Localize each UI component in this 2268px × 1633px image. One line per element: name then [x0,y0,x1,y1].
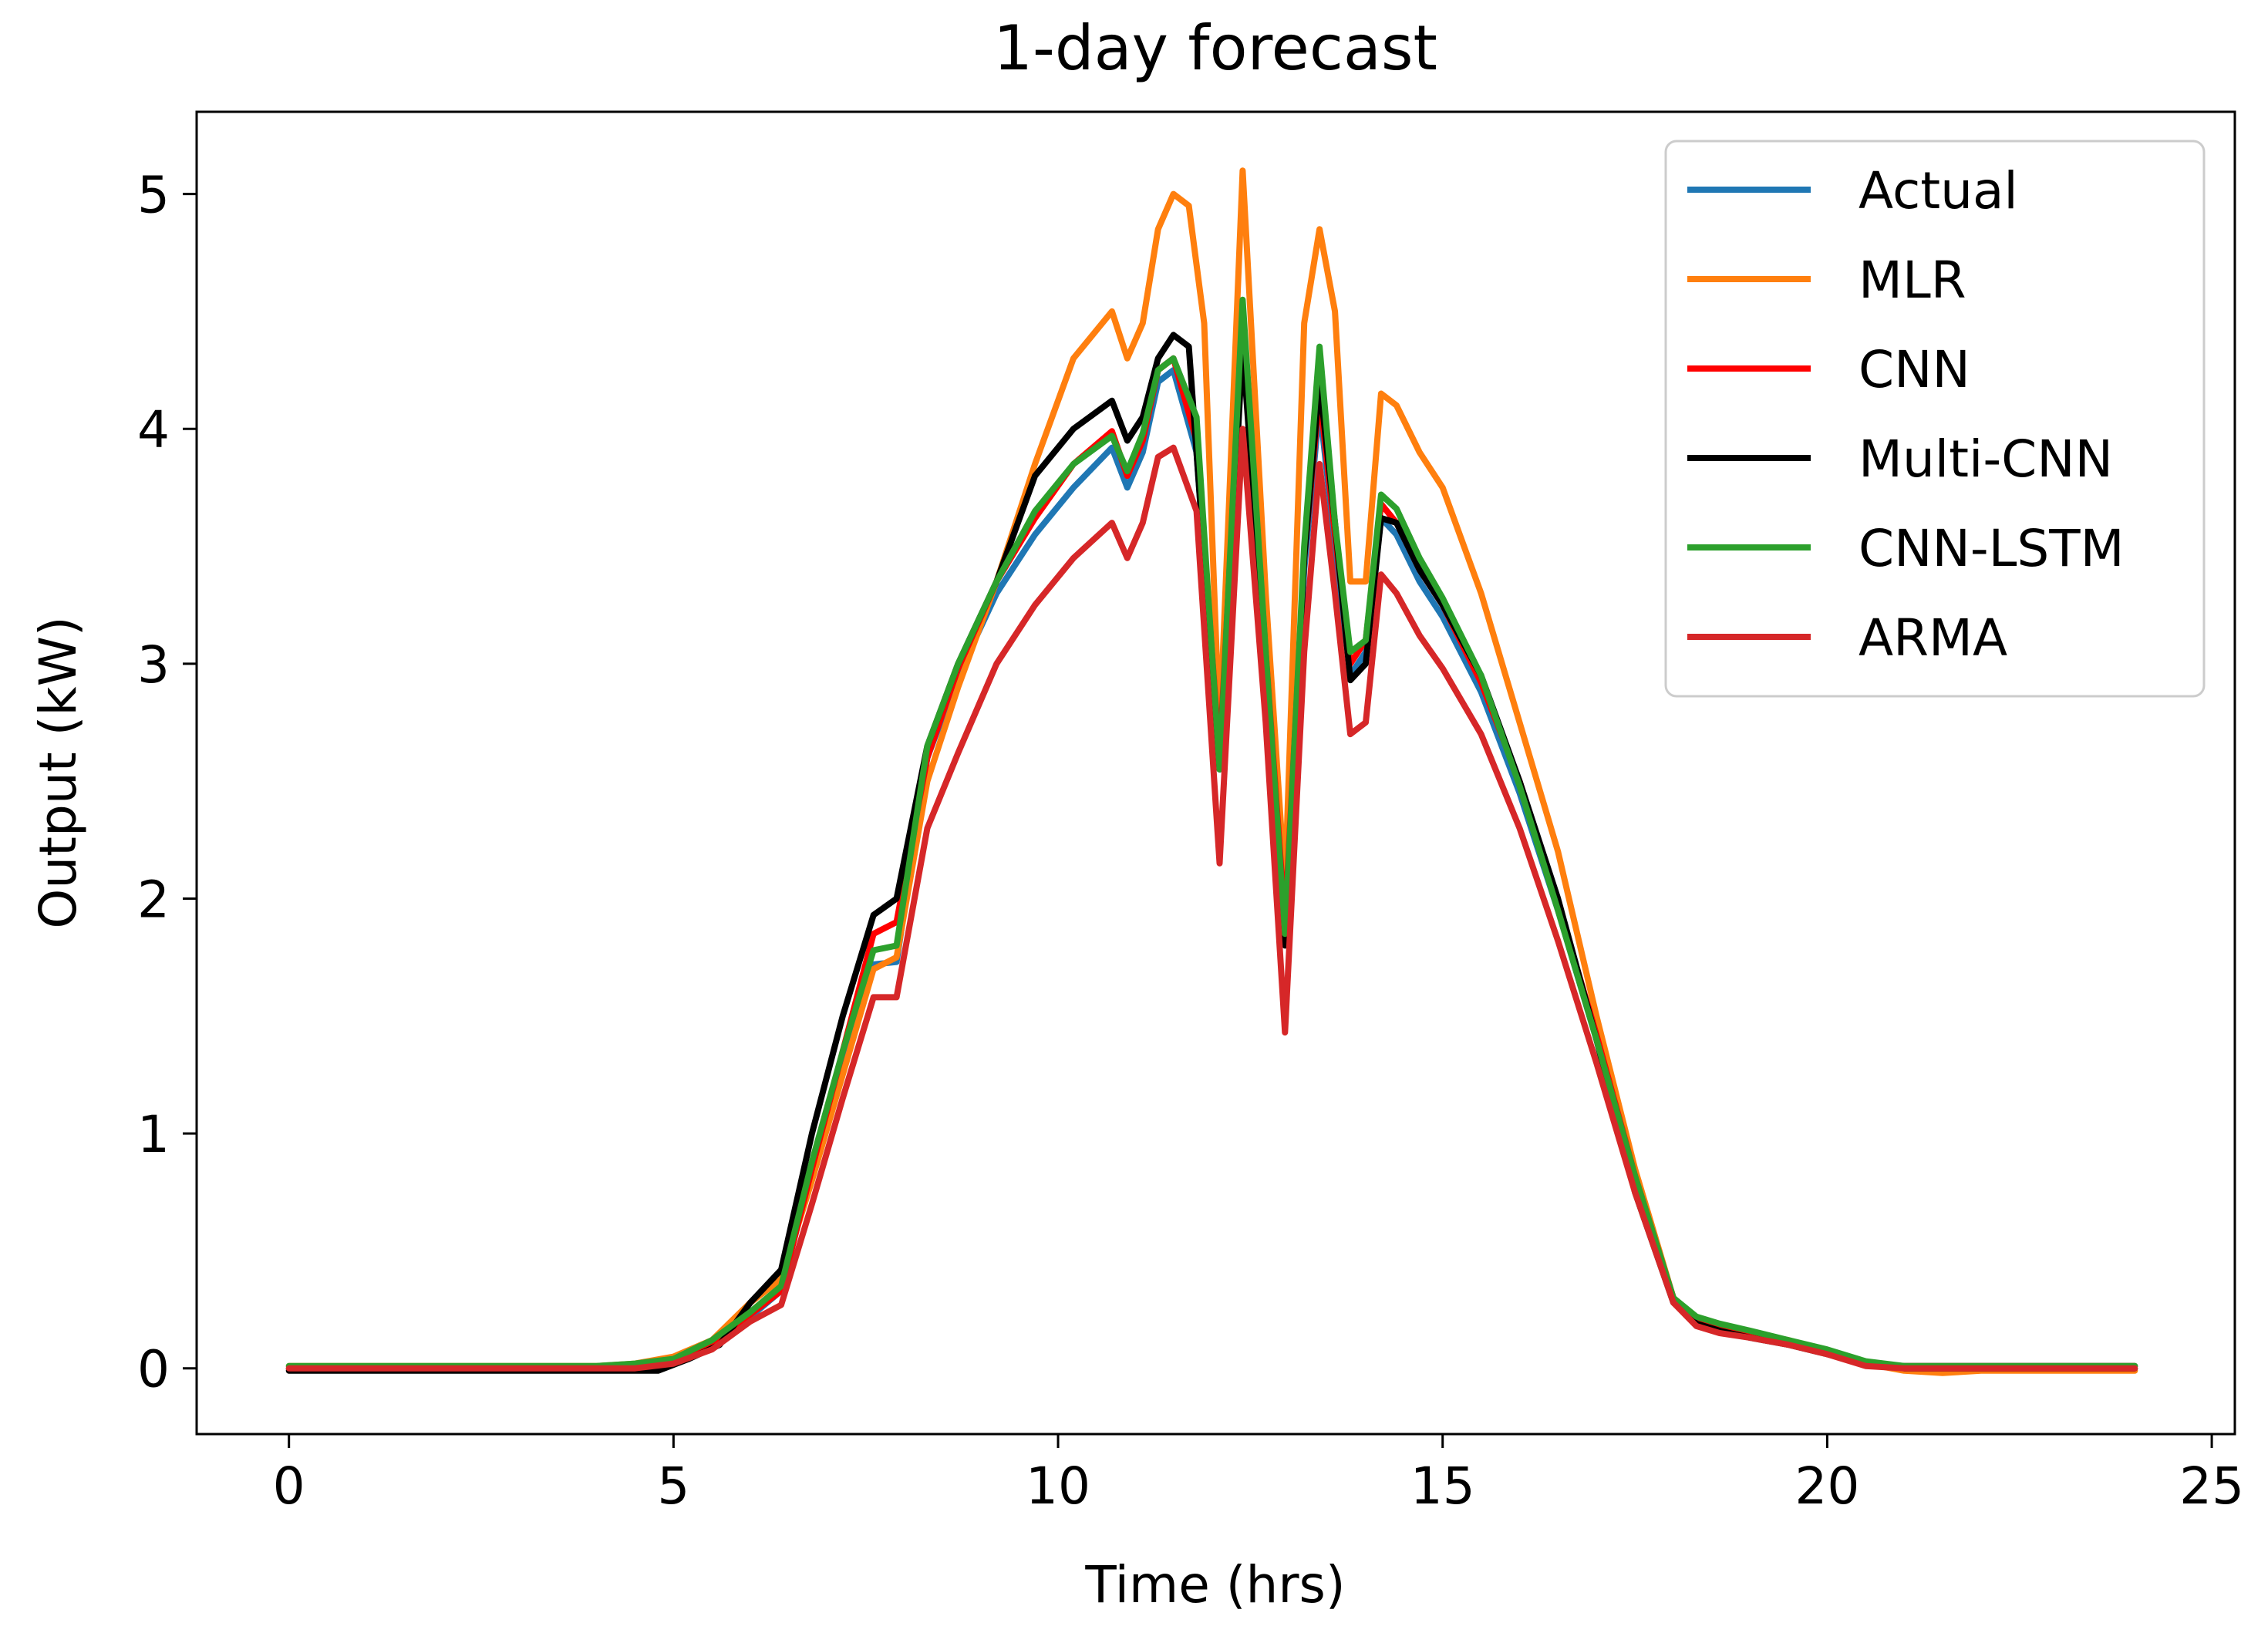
y-tick-label: 0 [137,1340,170,1399]
legend-label: Multi-CNN [1859,429,2113,489]
x-tick-label: 15 [1410,1456,1475,1516]
y-tick-label: 2 [137,870,170,929]
legend-label: ARMA [1859,608,2007,668]
legend-label: MLR [1859,251,1966,310]
y-tick-label: 4 [137,400,170,460]
x-tick-label: 10 [1026,1456,1090,1516]
x-axis-label: Time (hrs) [1084,1555,1345,1614]
series-layer [285,167,2138,1376]
x-tick-label: 5 [657,1456,689,1516]
axes-frame [195,110,2236,1436]
x-tick-label: 0 [273,1456,305,1516]
y-axis-label: Output (kW) [29,616,88,928]
y-tick-label: 1 [137,1105,170,1164]
legend: Actual MLR CNN Multi-CNN CNN-LSTM ARMA [1664,140,2206,698]
x-tick-label: 20 [1795,1456,1859,1516]
series-line-arma [285,426,2138,1372]
y-tick-label: 3 [137,635,170,695]
ticks-layer: 0 5 10 15 20 25 0 1 2 3 4 5 [137,166,2244,1516]
series-line-cnn-lstm [285,296,2138,1369]
x-tick-label: 25 [2179,1456,2244,1516]
legend-label: CNN-LSTM [1859,519,2125,578]
legend-label: Actual [1859,161,2018,221]
chart-title: 1-day forecast [993,12,1437,84]
y-tick-label: 5 [137,166,170,225]
legend-label: CNN [1859,340,1970,399]
